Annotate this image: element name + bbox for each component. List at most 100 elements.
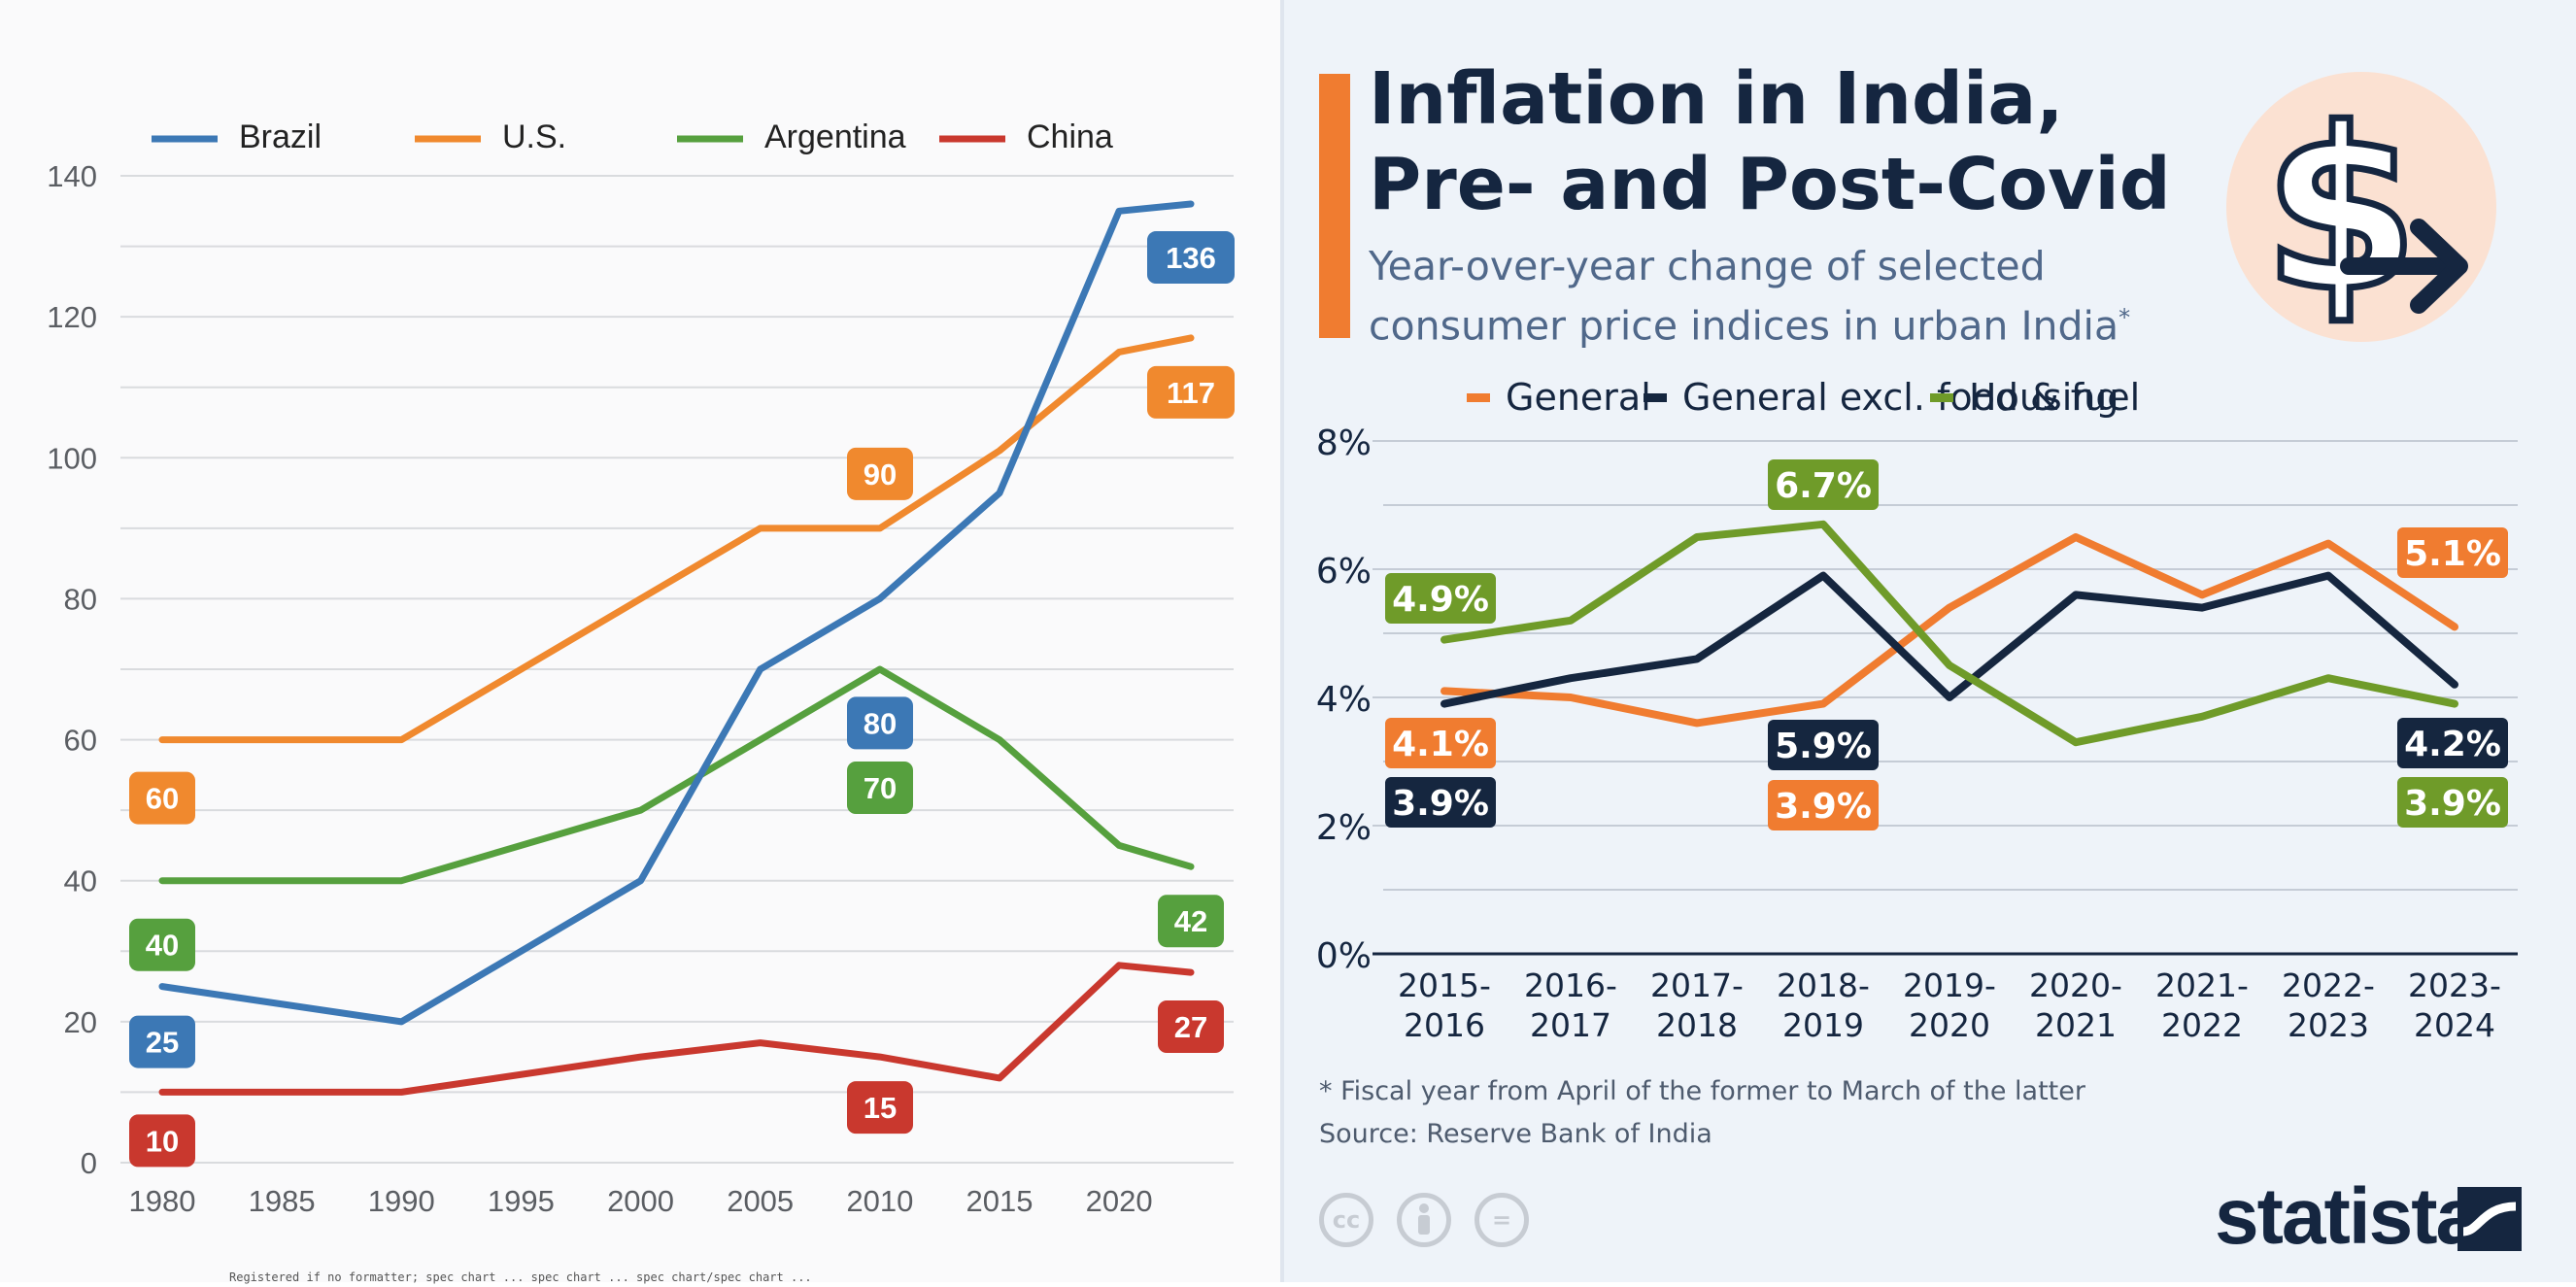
legend-label: U.S.	[502, 119, 566, 155]
x-tick-label: 2024	[2414, 1006, 2495, 1044]
x-tick-label: 2015	[966, 1184, 1033, 1218]
data-label-box	[1158, 1000, 1224, 1054]
statista-logo-mark	[2457, 1187, 2522, 1251]
subtitle-footnote-marker: *	[2118, 304, 2131, 331]
y-tick-label: 40	[64, 864, 97, 898]
y-tick-label: 120	[47, 300, 97, 334]
chart-subtitle: Year-over-year change of selected consum…	[1369, 241, 2243, 353]
panel-divider	[1280, 0, 1284, 1282]
x-tick-label: 2005	[727, 1184, 794, 1218]
x-tick-label: 2010	[846, 1184, 913, 1218]
data-label-box	[1385, 573, 1496, 624]
y-tick-label: 20	[64, 1005, 97, 1039]
y-tick-label: 6%	[1316, 552, 1372, 592]
data-label-box	[2397, 527, 2508, 578]
y-tick-label: 8%	[1316, 423, 1372, 463]
data-label-box	[129, 1015, 195, 1068]
data-label: 70	[864, 771, 897, 805]
y-tick-label: 4%	[1316, 680, 1372, 720]
x-tick-label: 1995	[488, 1184, 555, 1218]
x-tick-label: 2016-	[1524, 966, 1617, 1004]
cc-license-icon[interactable]: cc	[1319, 1193, 1373, 1247]
x-tick-label: 2019	[1782, 1006, 1864, 1044]
header-icon-badge: $	[2226, 72, 2496, 345]
india-inflation-line-chart: 0% 2% 4% 6% 8% 2015-2016 2016-2017 2017-2018 201…	[1316, 376, 2518, 1044]
data-label: 136	[1166, 241, 1216, 275]
footnote: * Fiscal year from April of the former t…	[1319, 1076, 2085, 1106]
x-tick-label: 2017	[1530, 1006, 1611, 1044]
data-label-box	[129, 1114, 195, 1168]
legend-label: Argentina	[764, 119, 906, 155]
data-label: 3.9%	[1392, 784, 1489, 824]
legend-swatch	[1930, 393, 1953, 402]
data-label: 6.7%	[1775, 466, 1872, 506]
statista-wave-icon	[2462, 1202, 2517, 1236]
y-tick-label: 140	[47, 159, 97, 193]
data-label-box	[1768, 720, 1879, 770]
data-label-box	[1385, 718, 1496, 768]
data-label: 3.9%	[1775, 787, 1872, 827]
x-tick-label: 2020	[1909, 1006, 1990, 1044]
y-tick-label: 60	[64, 724, 97, 758]
data-label: 5.9%	[1775, 727, 1872, 766]
x-tick-label: 2023-	[2408, 966, 2501, 1004]
x-tick-label: 1990	[368, 1184, 435, 1218]
data-label: 15	[864, 1091, 897, 1125]
data-label: 40	[146, 929, 179, 963]
data-label-box	[1385, 777, 1496, 828]
series-line-argentina	[158, 665, 1195, 885]
y-tick-label: 0	[81, 1146, 97, 1180]
left-line-chart: 0 20 40 60 80 100 120 140 1980 1985 1990 1995 2000 20…	[47, 119, 1235, 1218]
x-tick-label: 2015-	[1398, 966, 1491, 1004]
data-label: 10	[146, 1124, 179, 1158]
x-tick-label: 1985	[249, 1184, 316, 1218]
data-label-box	[129, 771, 195, 825]
data-label: 4.1%	[1392, 725, 1489, 764]
data-label-box	[1768, 780, 1879, 830]
data-label: 5.1%	[2404, 534, 2501, 574]
data-label-box	[2397, 718, 2508, 768]
data-label: 4.2%	[2404, 725, 2501, 764]
series-line-china	[158, 962, 1195, 1096]
data-label: 3.9%	[2404, 784, 2501, 824]
data-label: 4.9%	[1392, 580, 1489, 620]
data-label-box	[1147, 231, 1235, 285]
x-tick-label: 2016	[1404, 1006, 1485, 1044]
data-label: 60	[146, 782, 179, 816]
legend-label: General	[1506, 376, 1651, 419]
data-label: 117	[1167, 376, 1215, 410]
y-tick-label: 100	[47, 441, 97, 475]
legend-swatch	[1467, 393, 1490, 402]
statista-logo-text[interactable]: statista	[2215, 1172, 2480, 1261]
no-derivatives-icon[interactable]: =	[1474, 1193, 1529, 1247]
data-label-box	[1158, 895, 1224, 948]
data-label-box	[1768, 459, 1879, 510]
legend-swatch	[1644, 393, 1667, 402]
attribution-icon[interactable]	[1397, 1193, 1451, 1247]
data-label-box	[2397, 777, 2508, 828]
data-label-box	[847, 696, 913, 750]
legend-label: General excl. food & fuel	[1682, 376, 2140, 419]
y-tick-label: 2%	[1316, 808, 1372, 848]
x-tick-label: 2022-	[2282, 966, 2375, 1004]
chart-title: Inflation in India, Pre- and Post-Covid	[1369, 57, 2171, 226]
legend-label: Housing	[1969, 376, 2118, 419]
series-line-brazil	[158, 200, 1195, 1026]
x-tick-label: 2019-	[1903, 966, 1996, 1004]
title-accent-bar	[1319, 74, 1350, 338]
x-tick-label: 2021	[2035, 1006, 2117, 1044]
bottom-strip-text: Registered if no formatter; spec chart .…	[229, 1270, 812, 1284]
series-line-general-excl-food-fuel	[1441, 571, 2458, 708]
data-label: 80	[864, 706, 897, 740]
x-tick-label: 2022	[2161, 1006, 2243, 1044]
data-label-box	[847, 762, 913, 814]
data-label-box	[129, 918, 195, 971]
x-tick-label: 2020-	[2029, 966, 2122, 1004]
data-label: 42	[1174, 904, 1207, 938]
series-line-general	[1441, 533, 2458, 728]
dollar-down-arrow-icon: $	[2259, 79, 2468, 345]
x-tick-label: 2017-	[1650, 966, 1744, 1004]
x-tick-label: 1980	[129, 1184, 196, 1218]
svg-text:$: $	[2263, 82, 2419, 341]
legend-label: Brazil	[239, 119, 322, 155]
